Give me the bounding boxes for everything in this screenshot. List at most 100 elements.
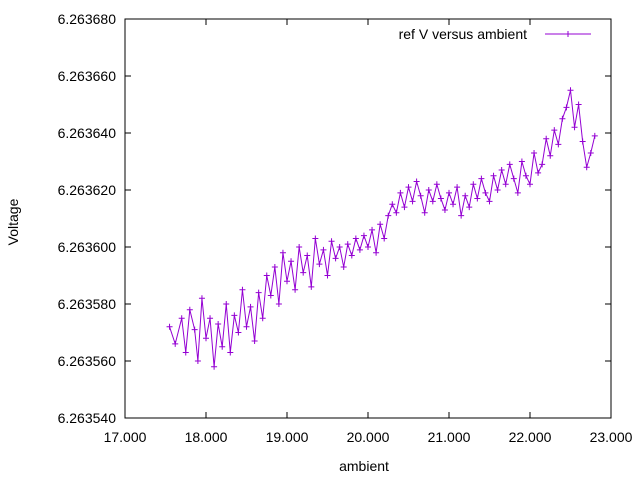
data-point xyxy=(401,204,408,211)
data-point xyxy=(433,181,440,188)
data-point xyxy=(332,255,339,262)
data-point xyxy=(429,198,436,205)
data-point xyxy=(397,189,404,196)
data-point xyxy=(369,226,376,233)
data-point xyxy=(255,289,262,296)
data-point xyxy=(466,204,473,211)
data-point xyxy=(191,326,198,333)
data-point xyxy=(409,198,416,205)
y-tick-label: 6.263660 xyxy=(58,68,117,84)
data-point xyxy=(312,235,319,242)
data-point xyxy=(514,189,521,196)
x-tick-label: 20.000 xyxy=(347,429,390,445)
data-point xyxy=(417,192,424,199)
data-point xyxy=(506,161,513,168)
data-point xyxy=(405,184,412,191)
data-point xyxy=(555,141,562,148)
data-point xyxy=(518,158,525,165)
legend-marker-plus xyxy=(565,31,571,37)
data-point xyxy=(510,175,517,182)
data-point xyxy=(223,301,230,307)
data-point xyxy=(551,127,558,134)
data-point xyxy=(446,189,452,196)
data-point xyxy=(279,249,286,256)
data-point xyxy=(498,167,505,174)
data-point xyxy=(166,323,173,330)
legend-marker xyxy=(565,31,571,37)
data-point xyxy=(365,244,371,250)
x-tick-label: 17.000 xyxy=(104,429,147,445)
data-point xyxy=(271,263,278,270)
data-point xyxy=(454,184,461,191)
x-axis-ticks: 17.000 18.000 19.000 20.000 21.000 22.000 23.0… xyxy=(104,19,633,445)
data-point xyxy=(381,235,388,242)
data-point xyxy=(462,192,469,199)
data-point xyxy=(575,101,582,108)
x-tick-label: 21.000 xyxy=(428,429,471,445)
data-point xyxy=(547,152,554,159)
data-point xyxy=(296,244,303,250)
data-point xyxy=(437,195,444,202)
data-point xyxy=(178,315,185,322)
y-axis-ticks: 6.263540 6.263560 6.263580 6.263600 6.263620… xyxy=(58,11,611,426)
y-tick-label: 6.263620 xyxy=(58,182,117,198)
legend-label: ref V versus ambient xyxy=(399,26,527,42)
data-point xyxy=(259,315,266,322)
data-point xyxy=(275,301,282,307)
data-point xyxy=(373,249,380,256)
data-point xyxy=(348,252,355,259)
data-point xyxy=(320,246,327,253)
data-point xyxy=(235,329,242,336)
x-tick-label: 19.000 xyxy=(266,429,309,445)
data-point xyxy=(194,358,201,364)
data-point xyxy=(522,172,529,179)
data-point xyxy=(587,149,594,156)
data-point xyxy=(478,175,485,182)
data-point xyxy=(421,209,428,216)
data-point xyxy=(243,323,250,330)
series-line xyxy=(169,90,596,367)
data-point xyxy=(450,201,457,208)
data-point xyxy=(207,315,214,322)
data-point xyxy=(567,87,574,94)
data-point xyxy=(385,212,392,219)
data-point xyxy=(344,241,351,248)
data-point xyxy=(219,343,226,350)
x-tick-label: 18.000 xyxy=(185,429,228,445)
data-point xyxy=(441,206,448,213)
x-tick-label: 22.000 xyxy=(509,429,552,445)
data-point xyxy=(292,286,299,293)
data-point xyxy=(182,349,189,356)
data-point xyxy=(389,201,396,208)
data-point xyxy=(211,363,218,370)
x-tick-label: 23.000 xyxy=(590,429,633,445)
data-point xyxy=(251,338,258,345)
data-point xyxy=(352,235,359,242)
data-point xyxy=(470,181,477,188)
data-point xyxy=(300,269,307,276)
data-point xyxy=(490,172,497,179)
data-point xyxy=(458,212,465,219)
data-point xyxy=(360,232,367,239)
data-point xyxy=(231,312,238,319)
data-point xyxy=(591,132,598,139)
data-point xyxy=(482,189,489,196)
data-point xyxy=(563,104,570,111)
data-point xyxy=(336,244,343,250)
data-point xyxy=(486,198,493,205)
data-point xyxy=(263,272,270,279)
data-point xyxy=(203,335,209,342)
data-point xyxy=(425,187,432,193)
data-point xyxy=(543,135,550,142)
data-point xyxy=(531,149,538,156)
y-tick-label: 6.263540 xyxy=(58,410,117,426)
legend: ref V versus ambient xyxy=(399,26,591,42)
y-tick-label: 6.263640 xyxy=(58,125,117,141)
data-point xyxy=(304,252,311,259)
data-point xyxy=(571,124,578,131)
data-point xyxy=(579,138,586,145)
data-point xyxy=(267,292,274,299)
x-axis-title: ambient xyxy=(339,458,389,474)
data-point xyxy=(247,303,254,310)
